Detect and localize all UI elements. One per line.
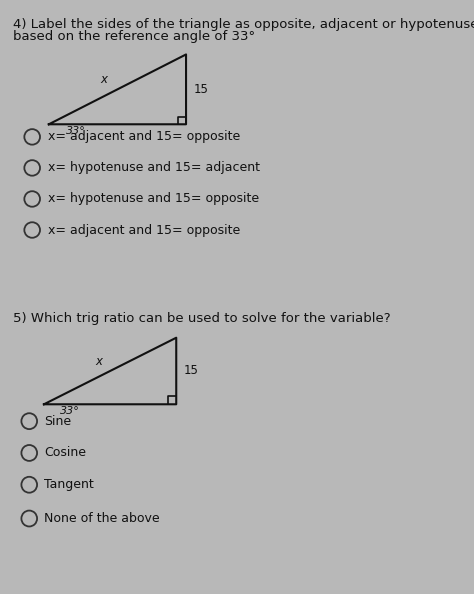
- Text: Cosine: Cosine: [44, 447, 86, 459]
- Text: Sine: Sine: [44, 415, 71, 428]
- Text: Tangent: Tangent: [44, 478, 94, 491]
- Text: None of the above: None of the above: [44, 512, 160, 525]
- Text: x= adjacent and 15= opposite: x= adjacent and 15= opposite: [48, 131, 240, 143]
- Text: based on the reference angle of 33°: based on the reference angle of 33°: [13, 30, 255, 43]
- Text: 5) Which trig ratio can be used to solve for the variable?: 5) Which trig ratio can be used to solve…: [13, 312, 390, 325]
- Text: x= hypotenuse and 15= opposite: x= hypotenuse and 15= opposite: [48, 192, 259, 206]
- Text: 4) Label the sides of the triangle as opposite, adjacent or hypotenuse: 4) Label the sides of the triangle as op…: [13, 18, 474, 30]
- Text: x= hypotenuse and 15= adjacent: x= hypotenuse and 15= adjacent: [48, 162, 260, 175]
- Text: x: x: [95, 355, 102, 368]
- Text: 15: 15: [184, 365, 199, 378]
- Text: x: x: [100, 73, 107, 86]
- Text: 33°: 33°: [66, 126, 86, 136]
- Text: 33°: 33°: [60, 406, 80, 416]
- Text: 15: 15: [194, 83, 209, 96]
- Text: x= adjacent and 15= opposite: x= adjacent and 15= opposite: [48, 223, 240, 236]
